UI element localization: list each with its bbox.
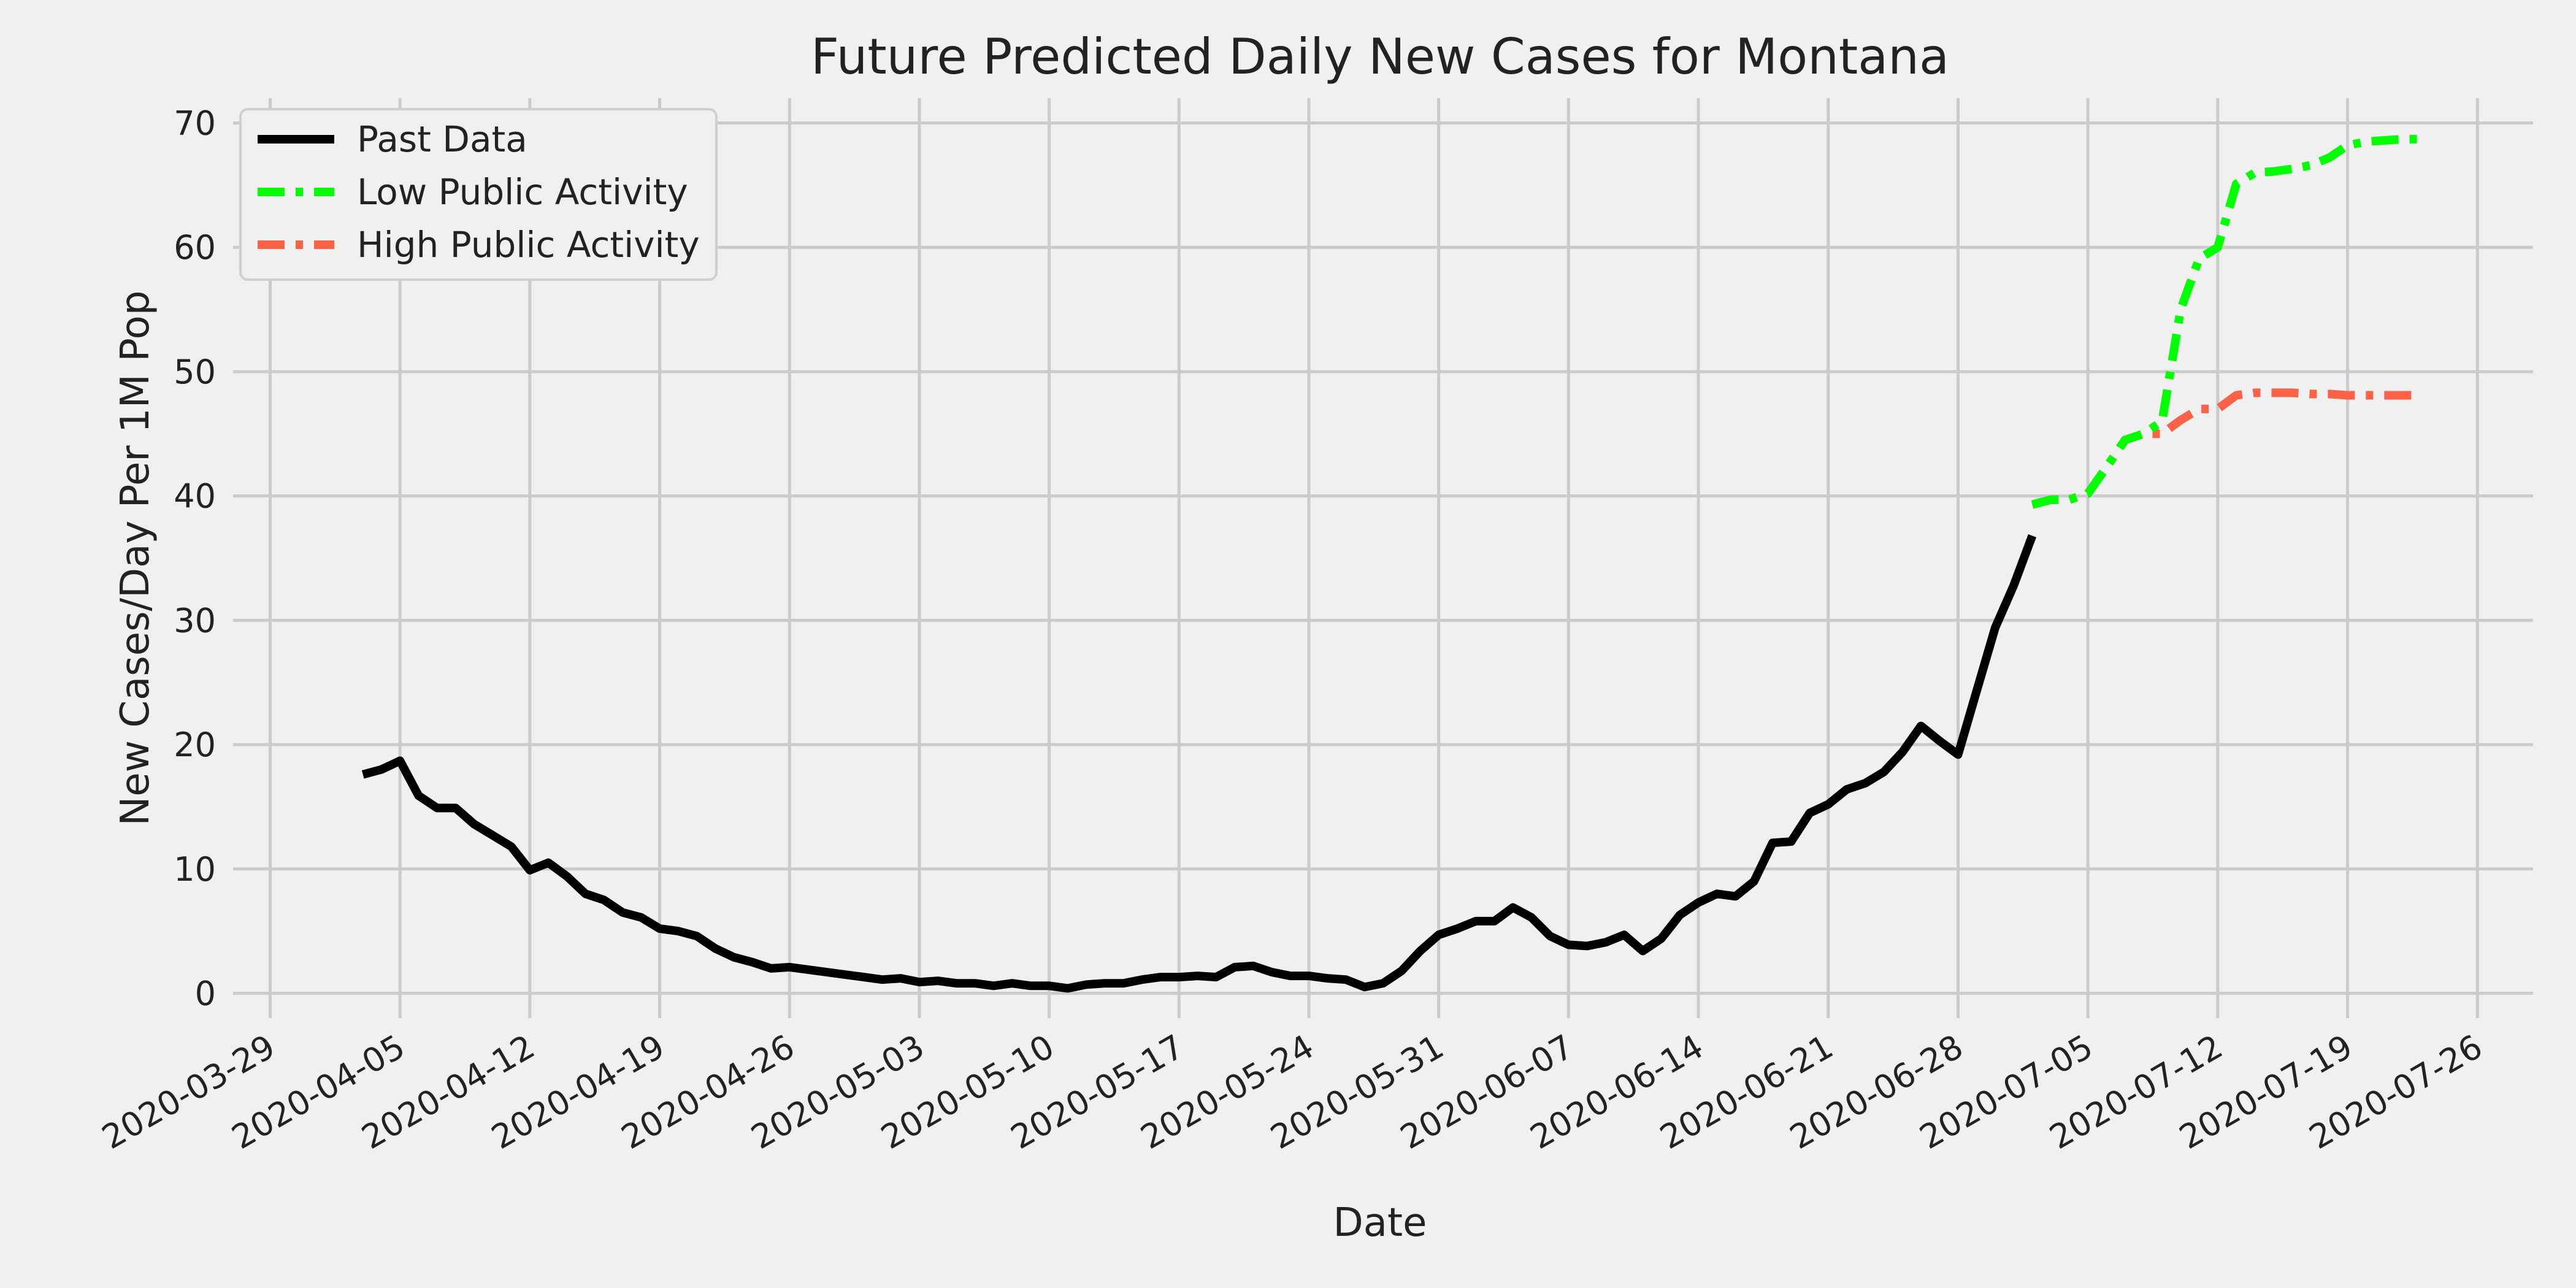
y-tick-label: 50 <box>174 353 216 391</box>
legend-label-past-data: Past Data <box>357 118 527 160</box>
chart-title: Future Predicted Daily New Cases for Mon… <box>811 28 1949 85</box>
x-axis-label: Date <box>1333 1200 1427 1246</box>
legend: Past Data Low Public Activity High Publi… <box>239 108 718 281</box>
y-tick-label: 60 <box>174 228 216 267</box>
y-tick-label: 0 <box>195 974 216 1013</box>
y-tick-label: 20 <box>174 726 216 764</box>
y-tick-label: 30 <box>174 601 216 640</box>
y-tick-label: 10 <box>174 850 216 889</box>
series-layer <box>361 134 2422 993</box>
legend-label-low-public-activity: Low Public Activity <box>357 171 688 213</box>
legend-label-high-public-activity: High Public Activity <box>357 224 700 266</box>
y-tick-label: 40 <box>174 477 216 516</box>
series-line-low-public-activity <box>2031 134 2422 509</box>
series-line-past-data <box>361 534 2037 993</box>
y-axis-label: New Cases/Day Per 1M Pop <box>113 291 158 826</box>
y-tick-label: 70 <box>174 104 216 143</box>
legend-box <box>239 108 718 281</box>
y-ticks: 0 10 20 30 40 50 60 70 <box>174 104 216 1013</box>
